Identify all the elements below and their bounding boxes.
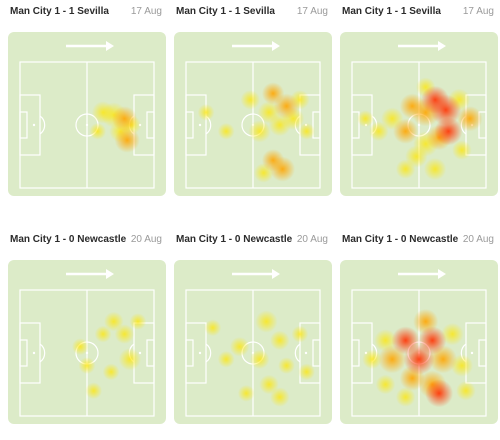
pitch-heatmap xyxy=(340,32,498,196)
heat-spot xyxy=(270,330,290,351)
heat-spot xyxy=(452,140,472,160)
match-title: Man City 1 - 0 Newcastle xyxy=(342,234,459,245)
match-title: Man City 1 - 1 Sevilla xyxy=(176,6,275,17)
match-date: 20 Aug xyxy=(130,234,162,245)
match-title: Man City 1 - 1 Sevilla xyxy=(10,6,109,17)
pitch-heatmap xyxy=(174,32,332,196)
heat-spot xyxy=(237,384,255,402)
heat-spot xyxy=(369,121,389,142)
heat-spot xyxy=(423,157,447,181)
heat-spot xyxy=(430,94,462,126)
heat-spot xyxy=(395,387,416,407)
match-title: Man City 1 - 0 Newcastle xyxy=(10,234,127,245)
heat-spot xyxy=(268,113,291,137)
heat-spot xyxy=(291,325,309,343)
heatmap-card: Man City 1 - 0 Newcastle 20 Aug xyxy=(6,232,166,424)
heat-spot xyxy=(78,357,96,374)
heatmap-card: Man City 1 - 0 Newcastle 20 Aug xyxy=(172,232,332,424)
heat-spot xyxy=(249,349,270,370)
heat-spot xyxy=(94,325,112,343)
heat-spot xyxy=(197,104,215,121)
heat-spot xyxy=(395,159,416,179)
heat-spot xyxy=(102,363,120,381)
match-title: Man City 1 - 0 Newcastle xyxy=(176,234,293,245)
heat-spot xyxy=(229,336,250,357)
heat-spot xyxy=(441,322,464,346)
pitch-heatmap xyxy=(8,32,166,196)
heat-spot xyxy=(89,122,107,140)
heat-spot xyxy=(273,93,300,119)
right-arrow-icon xyxy=(398,41,446,51)
heat-spot xyxy=(118,348,142,371)
match-date: 20 Aug xyxy=(296,234,328,245)
heat-spot xyxy=(457,106,483,132)
heat-spot xyxy=(456,381,476,401)
match-date: 17 Aug xyxy=(296,6,328,17)
heat-spot xyxy=(217,122,235,140)
heat-spot xyxy=(425,379,454,408)
heatmap-card: Man City 1 - 1 Sevilla 17 Aug xyxy=(338,4,498,196)
right-arrow-icon xyxy=(232,41,280,51)
heat-spot xyxy=(204,319,222,337)
pitch-lines xyxy=(19,61,155,189)
heat-spot xyxy=(278,357,295,374)
heat-spot xyxy=(255,310,278,333)
heatmap-card: Man City 1 - 1 Sevilla 17 Aug xyxy=(172,4,332,196)
match-date: 17 Aug xyxy=(130,6,162,17)
right-arrow-icon xyxy=(232,269,280,279)
heat-spot xyxy=(298,363,315,381)
heat-spot xyxy=(270,387,290,407)
right-arrow-icon xyxy=(66,269,114,279)
pitch-heatmap xyxy=(340,260,498,424)
heat-spot xyxy=(129,313,147,330)
heat-spot xyxy=(85,382,103,400)
heat-spot xyxy=(269,156,296,182)
heat-spot xyxy=(375,374,396,395)
heat-spot xyxy=(114,127,140,153)
heat-spot xyxy=(71,338,89,356)
heatmap-card: Man City 1 - 0 Newcastle 20 Aug xyxy=(338,232,498,424)
match-date: 17 Aug xyxy=(462,6,494,17)
right-arrow-icon xyxy=(398,269,446,279)
heat-spot xyxy=(240,90,261,110)
heat-spot xyxy=(362,349,382,370)
right-arrow-icon xyxy=(66,41,114,51)
heat-spot xyxy=(357,110,374,128)
heat-spot xyxy=(114,324,135,344)
match-date: 20 Aug xyxy=(462,234,494,245)
heatmap-card: Man City 1 - 1 Sevilla 17 Aug xyxy=(6,4,166,196)
heat-spot xyxy=(434,117,463,146)
heat-spot xyxy=(111,106,138,132)
heat-spot xyxy=(248,120,271,143)
match-title: Man City 1 - 1 Sevilla xyxy=(342,6,441,17)
heat-spot xyxy=(393,118,419,144)
pitch-heatmap xyxy=(8,260,166,424)
heat-spot xyxy=(298,122,315,140)
heat-spot xyxy=(217,350,235,368)
pitch-heatmap xyxy=(174,260,332,424)
heat-spot xyxy=(418,326,447,355)
